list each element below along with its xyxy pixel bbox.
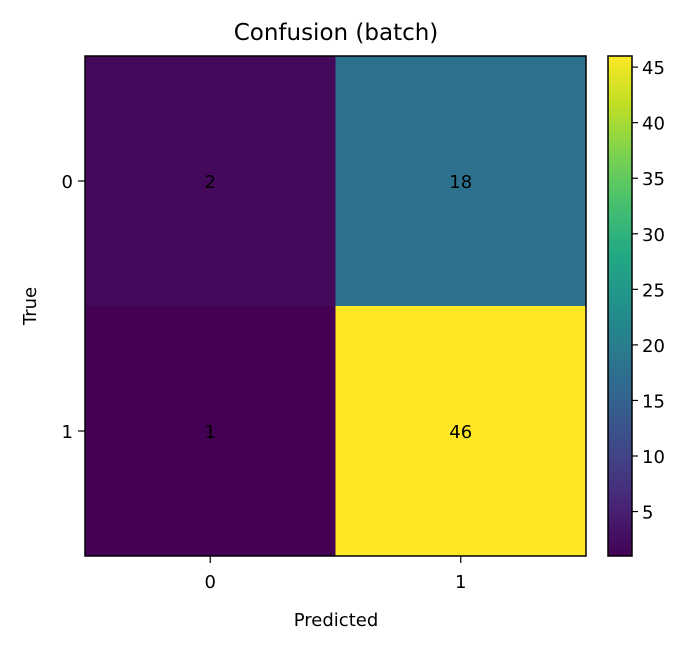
heatmap-cell [85,56,336,307]
x-tick-label: 0 [205,572,216,593]
colorbar-tick-label: 20 [642,336,665,357]
y-axis-label: True [20,287,41,326]
colorbar-tick-label: 45 [642,58,665,79]
cell-value-label: 1 [205,422,216,443]
y-axis-ticks: 01 [62,172,85,443]
x-axis-label: Predicted [294,610,379,631]
colorbar-tick-label: 10 [642,447,665,468]
heatmap-cell [335,306,587,557]
colorbar-tick-label: 35 [642,169,665,190]
colorbar-tick-label: 5 [642,503,653,524]
heatmap-cell [85,306,336,557]
chart-title: Confusion (batch) [234,20,439,46]
heatmap-cells: 2 18 1 46 [85,56,587,557]
colorbar-tick-label: 30 [642,225,665,246]
colorbar-tick-label: 40 [642,114,665,135]
cell-value-label: 18 [449,172,472,193]
colorbar-ticks: 5 10 15 20 25 30 35 40 45 [632,58,665,524]
cell-value-label: 2 [205,172,216,193]
heatmap-cell [335,56,587,307]
plot-frame [84,55,587,557]
y-tick-label: 0 [62,172,73,193]
colorbar-tick-label: 25 [642,280,665,301]
y-tick-label: 1 [62,422,73,443]
colorbar [607,55,633,557]
x-tick-label: 1 [455,572,466,593]
colorbar-tick-label: 15 [642,391,665,412]
cell-value-label: 46 [449,422,472,443]
